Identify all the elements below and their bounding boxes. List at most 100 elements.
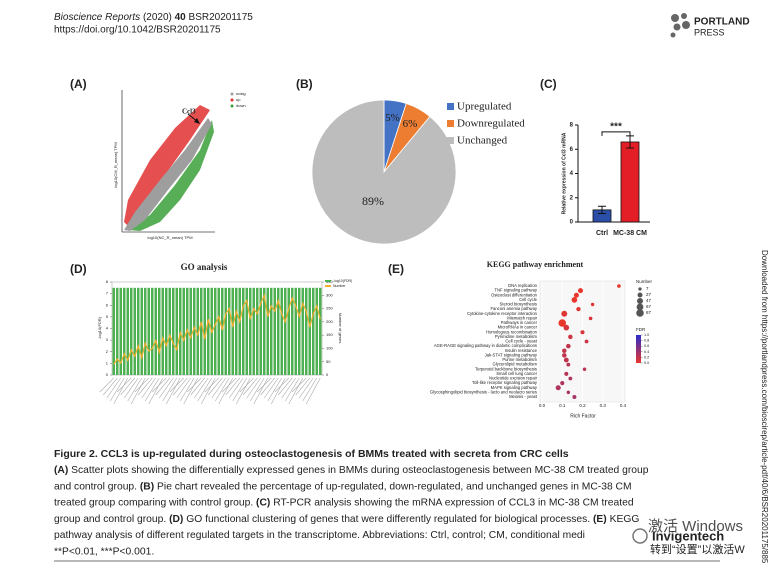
tick-label: 8 bbox=[570, 123, 574, 129]
y-axis-label: -log10(FDR) bbox=[97, 316, 102, 339]
doi: https://doi.org/10.1042/BSR20201175 bbox=[54, 25, 221, 36]
y-tick-label: Cell cycle bbox=[519, 297, 538, 302]
bar bbox=[172, 287, 175, 375]
legend-marker bbox=[230, 104, 234, 108]
legend-title: Number bbox=[636, 279, 653, 284]
axis-label-stub bbox=[194, 377, 209, 399]
tick-label: 2 bbox=[570, 195, 574, 201]
plot-frame bbox=[111, 281, 323, 376]
tick-label: 50 bbox=[326, 359, 331, 364]
legend-marker bbox=[637, 298, 643, 304]
point bbox=[566, 362, 571, 367]
significance-bracket bbox=[601, 131, 631, 136]
bar bbox=[280, 287, 283, 375]
point bbox=[588, 316, 593, 321]
tick-label: 2 bbox=[106, 349, 109, 354]
tick-label: 0.1 bbox=[559, 403, 566, 408]
bar bbox=[312, 287, 315, 375]
axis-label-stub bbox=[165, 377, 181, 405]
y-tick-label: MAPK signaling pathway bbox=[491, 385, 538, 390]
axis-label-stub bbox=[106, 377, 121, 399]
axis-label-stub bbox=[292, 377, 307, 393]
axis-label-stub bbox=[235, 377, 251, 405]
legend-title: FDR bbox=[636, 327, 646, 332]
axis-label-stub bbox=[270, 377, 286, 405]
y-tick-label: MicroRNAs in cancer bbox=[498, 325, 538, 330]
logo bbox=[670, 13, 690, 38]
caption-line: **P<0.01, ***P<0.001. bbox=[54, 546, 154, 557]
x-tick-label: Ctrl bbox=[596, 230, 608, 237]
chart-title: KEGG pathway enrichment bbox=[487, 260, 584, 269]
panel-label: (E) bbox=[388, 262, 404, 276]
legend-label: 7 bbox=[646, 286, 649, 291]
y-tick-label: Pyrimidine metabolism bbox=[495, 334, 538, 339]
bar bbox=[137, 287, 140, 375]
journal: Bioscience Reports bbox=[54, 12, 140, 23]
y2-axis-label: Number of genes bbox=[338, 313, 343, 344]
legend-label: Downregulated bbox=[457, 118, 525, 130]
legend-marker bbox=[230, 92, 234, 96]
bar bbox=[203, 287, 206, 375]
point bbox=[558, 319, 567, 327]
axis-label-stub bbox=[120, 377, 135, 396]
bar bbox=[263, 287, 266, 375]
caption-text: group and control group. bbox=[54, 514, 169, 525]
caption-line: (A) Scatter plots showing the differenti… bbox=[54, 465, 649, 476]
axis-label-stub bbox=[159, 377, 174, 399]
bar bbox=[200, 287, 203, 375]
bar bbox=[294, 287, 297, 375]
axis-label-stub bbox=[232, 377, 248, 402]
axis-label-stub bbox=[162, 377, 178, 402]
annotation: *** bbox=[610, 122, 622, 133]
axis-label-stub bbox=[208, 377, 223, 396]
chart-title: GO analysis bbox=[181, 262, 228, 272]
x-tick-label: MC-38 CM bbox=[613, 230, 647, 237]
caption-text: GO functional clustering of genes that w… bbox=[183, 514, 593, 525]
caption-text: and control group. bbox=[54, 481, 140, 492]
color-bar bbox=[636, 335, 641, 363]
axis-label-stub bbox=[257, 377, 272, 393]
legend-label: -log10(FDR) bbox=[333, 279, 352, 283]
tick-label: 4 bbox=[570, 171, 574, 177]
y-tick-label: Fanconi anemia pathway bbox=[490, 306, 537, 311]
legend-marker bbox=[636, 309, 644, 317]
point bbox=[561, 310, 568, 317]
caption-text: (E) bbox=[593, 514, 607, 525]
bar bbox=[231, 287, 234, 375]
caption-text: Scatter plots showing the differentially… bbox=[68, 465, 648, 476]
bar bbox=[235, 287, 238, 375]
tick-label: 6 bbox=[570, 147, 574, 153]
caption-text: (D) bbox=[169, 514, 183, 525]
data-label: 89% bbox=[362, 194, 384, 208]
legend-label: 87 bbox=[646, 310, 652, 315]
y-tick-label: Steroid biosynthesis bbox=[500, 302, 537, 307]
line-series bbox=[113, 293, 321, 365]
y-tick-label: Mismatch repair bbox=[507, 315, 537, 320]
axis-label-stub bbox=[264, 377, 279, 399]
bar bbox=[144, 287, 147, 375]
bar bbox=[154, 287, 157, 375]
caption-text: **P<0.01, ***P<0.001. bbox=[54, 546, 154, 557]
axis-label-stub bbox=[130, 377, 146, 405]
axis-label-stub bbox=[239, 377, 254, 393]
caption-text: KEGG bbox=[607, 514, 640, 525]
point bbox=[580, 330, 585, 335]
y-tick-label: Glycosphingolipid biosynthesis - lacto a… bbox=[430, 389, 537, 394]
tick-label: 0.2 bbox=[644, 355, 649, 359]
logo-bottom: PRESS bbox=[694, 27, 725, 37]
axis-label-stub bbox=[253, 377, 269, 405]
point bbox=[561, 353, 567, 358]
annotation: Ccl3 bbox=[182, 108, 196, 116]
axis-label-stub bbox=[295, 377, 310, 396]
tick-label: 5 bbox=[106, 314, 109, 319]
tick-label: 250 bbox=[326, 306, 333, 311]
point bbox=[563, 324, 570, 331]
panel-label: (D) bbox=[70, 262, 87, 276]
bar bbox=[165, 287, 168, 375]
legend-swatch bbox=[447, 137, 454, 144]
side-note: Downloaded from https://portlandpress.co… bbox=[760, 250, 769, 564]
bar bbox=[249, 287, 252, 375]
axis-label-stub bbox=[187, 377, 202, 393]
point bbox=[576, 306, 581, 312]
point bbox=[584, 339, 589, 344]
